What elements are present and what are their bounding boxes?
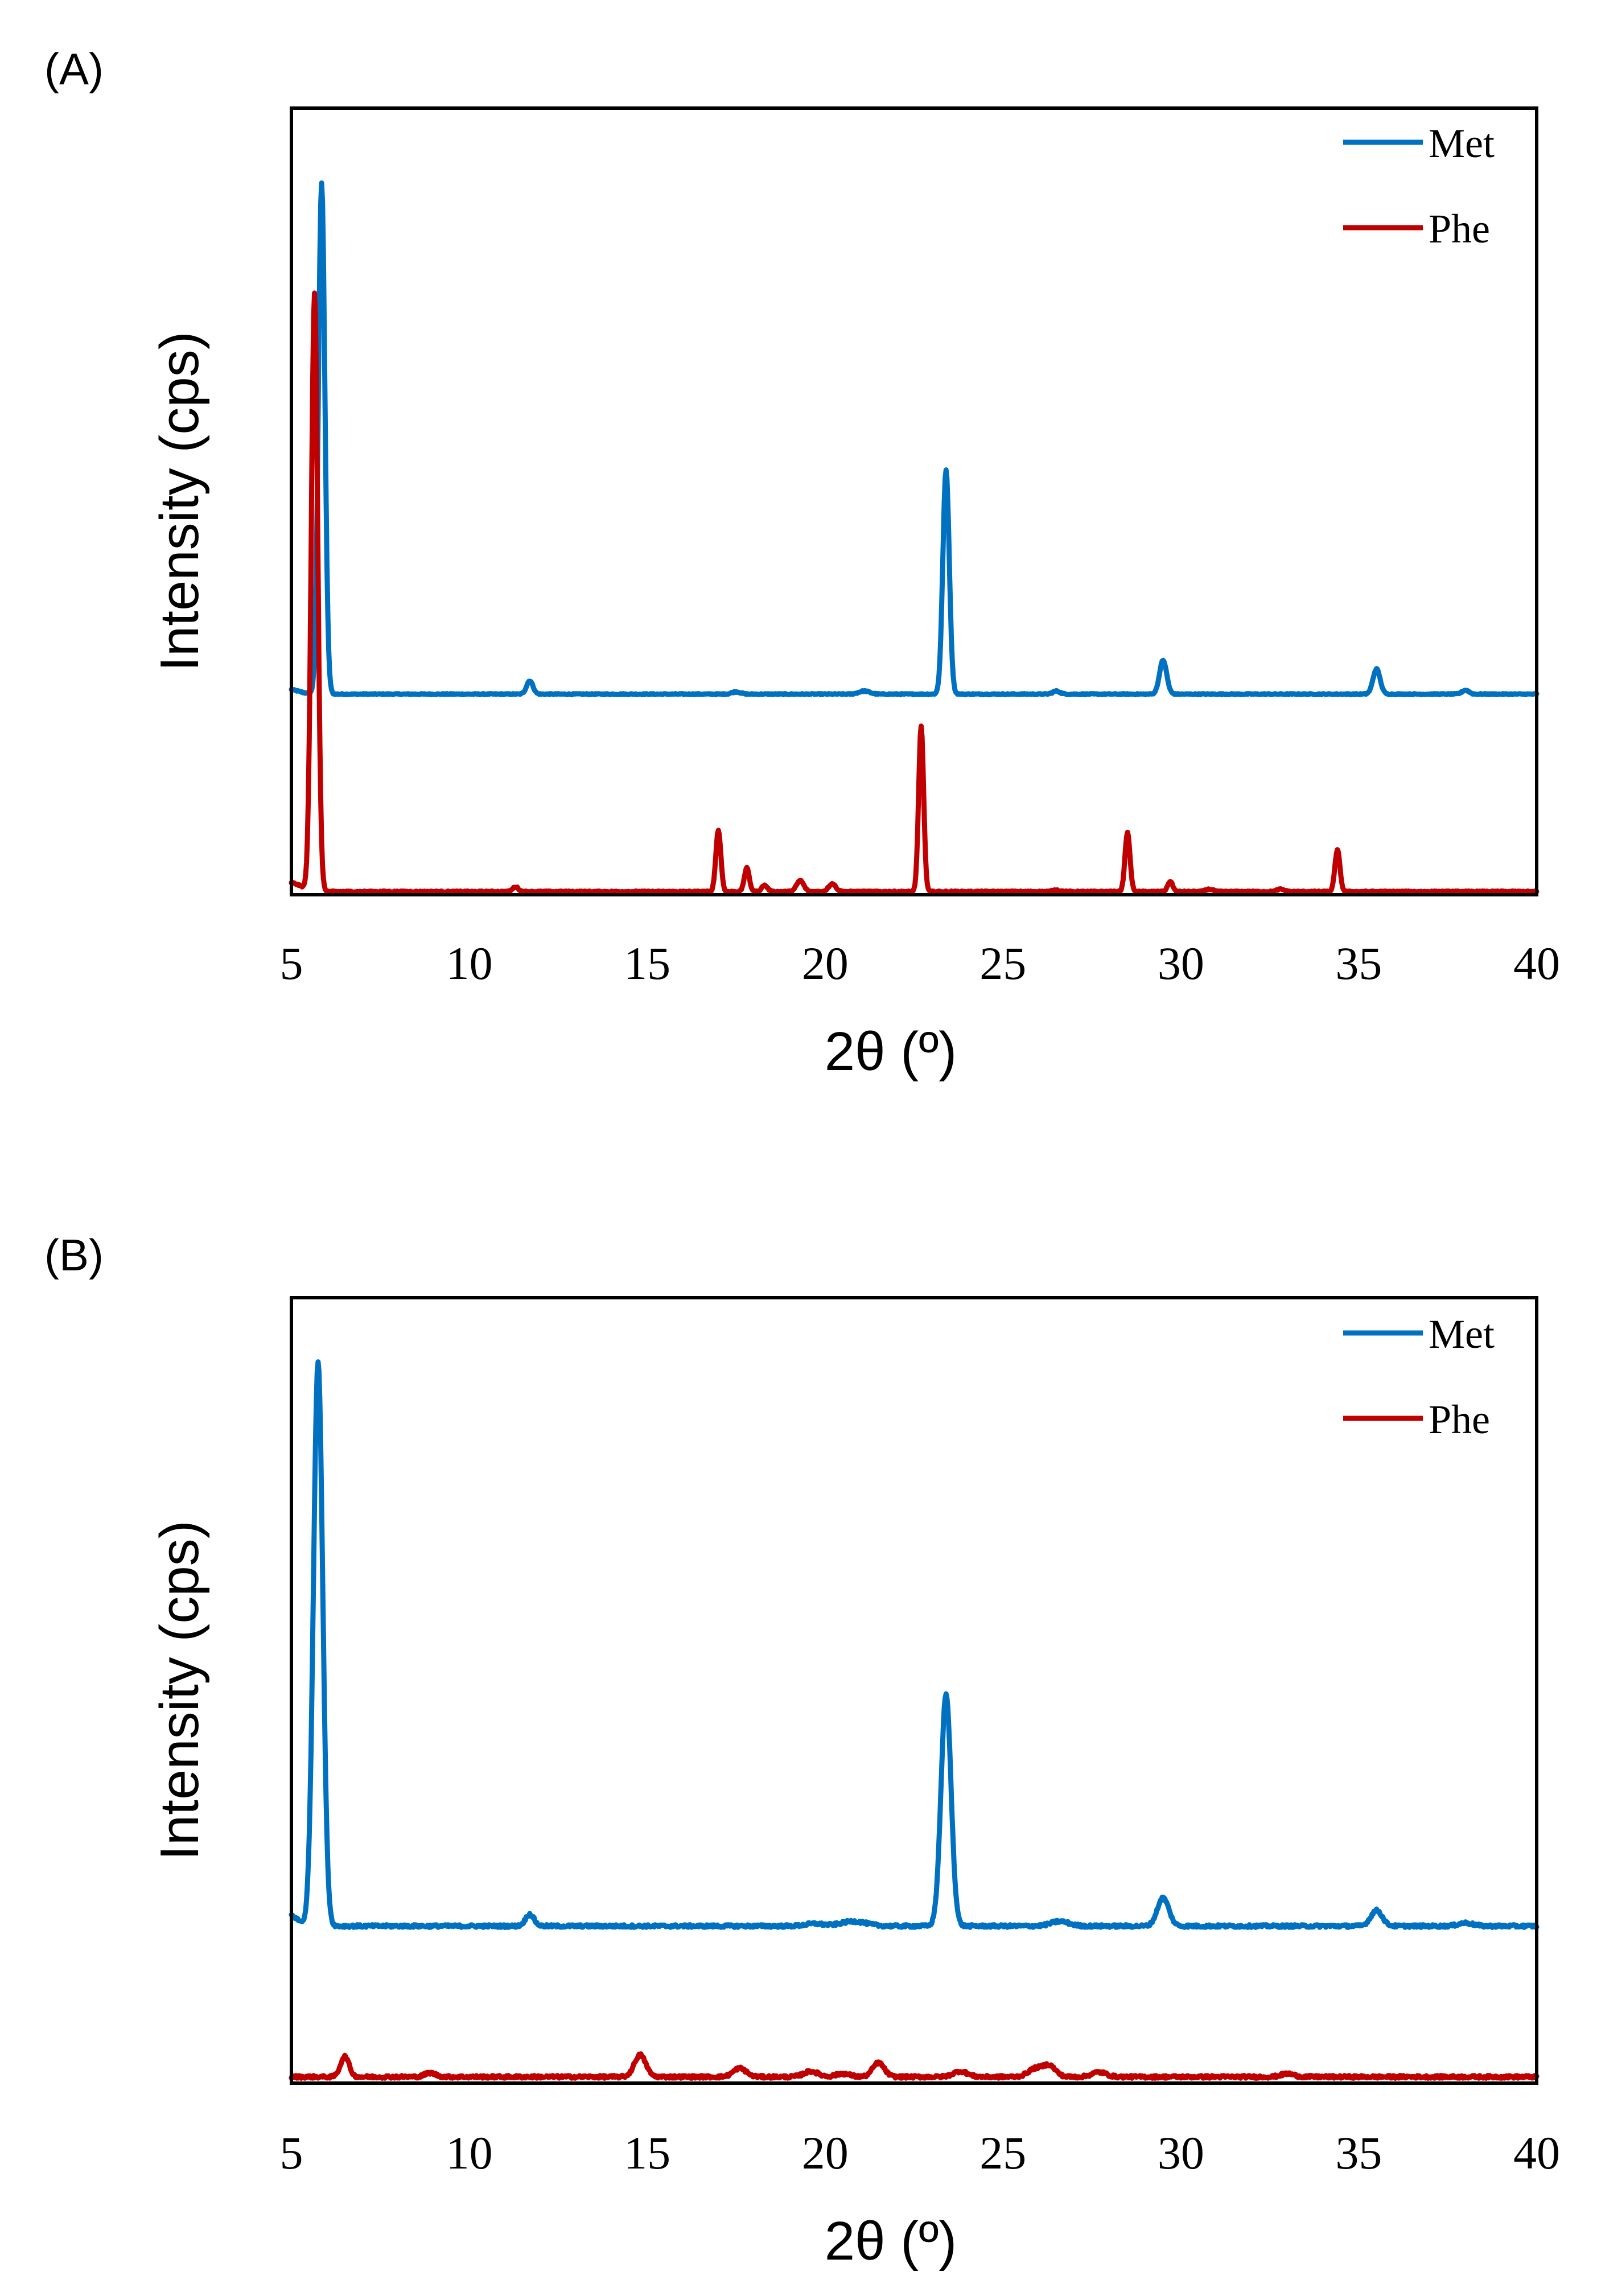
x-tick-label: 15 bbox=[624, 937, 670, 989]
legend-label-met: Met bbox=[1429, 121, 1495, 166]
chart-panel-1: (A) 5 10 15 20 25 30 35 40 2θ (º) Intensity (cps) M… bbox=[44, 44, 1560, 1082]
series-line-met bbox=[289, 1359, 1540, 1930]
x-tick-label: 30 bbox=[1158, 937, 1204, 989]
chart-panel-2: (B) 5 10 15 20 25 30 35 40 2θ (º) Intensity (cps) M… bbox=[44, 1230, 1560, 2272]
plot-frame bbox=[290, 106, 1538, 896]
plot-frame bbox=[290, 1296, 1538, 2085]
x-tick-label: 5 bbox=[280, 2127, 303, 2179]
series-line-phe bbox=[289, 2051, 1540, 2081]
x-tick-label: 15 bbox=[624, 2127, 670, 2179]
series-line-phe bbox=[289, 290, 1540, 895]
y-axis-title: Intensity (cps) bbox=[149, 1520, 210, 1861]
legend-label-phe: Phe bbox=[1429, 1397, 1490, 1442]
x-axis-title: 2θ (º) bbox=[825, 2211, 957, 2272]
x-tick-label: 25 bbox=[979, 2127, 1026, 2179]
y-axis-title: Intensity (cps) bbox=[149, 331, 210, 672]
legend-label-phe: Phe bbox=[1429, 206, 1490, 252]
x-tick-label: 20 bbox=[802, 937, 849, 989]
x-tick-label: 35 bbox=[1335, 937, 1382, 989]
series-line-met bbox=[289, 180, 1540, 698]
x-tick-label: 35 bbox=[1335, 2127, 1382, 2179]
x-tick-label: 25 bbox=[979, 937, 1026, 989]
x-tick-label: 40 bbox=[1513, 2127, 1560, 2179]
x-tick-label: 5 bbox=[280, 937, 303, 989]
legend-label-met: Met bbox=[1429, 1311, 1495, 1357]
x-axis-title: 2θ (º) bbox=[825, 1021, 957, 1082]
panel-label: (B) bbox=[44, 1230, 104, 1280]
x-tick-label: 10 bbox=[446, 2127, 493, 2179]
x-tick-label: 10 bbox=[446, 937, 493, 989]
x-tick-label: 20 bbox=[802, 2127, 849, 2179]
x-tick-label: 30 bbox=[1158, 2127, 1204, 2179]
panel-label: (A) bbox=[44, 44, 104, 94]
x-tick-label: 40 bbox=[1513, 937, 1560, 989]
